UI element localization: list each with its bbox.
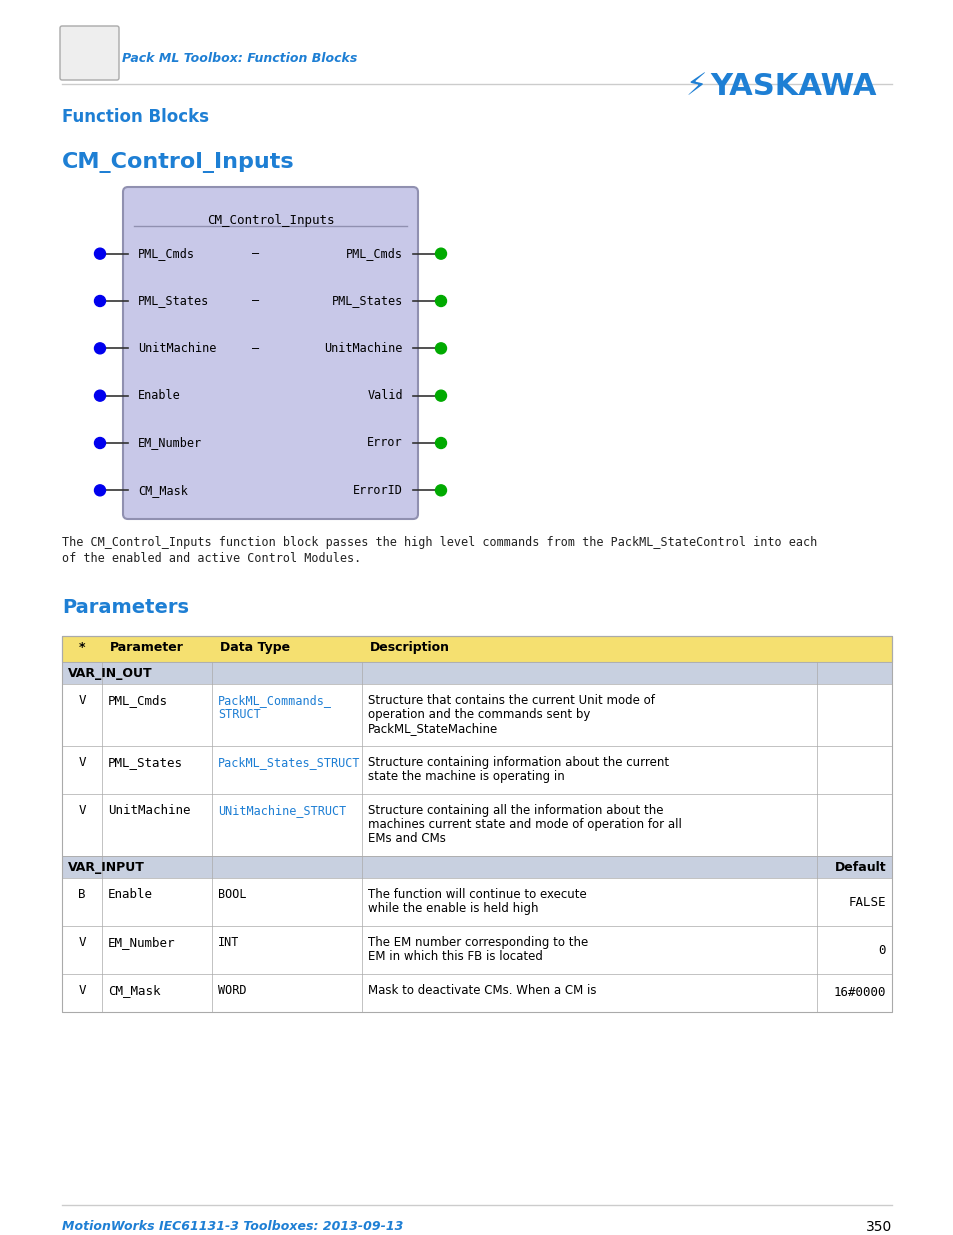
Text: V: V xyxy=(78,804,86,818)
Text: Structure containing information about the current: Structure containing information about t… xyxy=(368,756,668,769)
Text: Pack ML Toolbox: Function Blocks: Pack ML Toolbox: Function Blocks xyxy=(122,52,357,65)
Text: STRUCT: STRUCT xyxy=(218,708,260,721)
Circle shape xyxy=(435,343,446,354)
Bar xyxy=(62,746,891,794)
Text: CM_Control_Inputs: CM_Control_Inputs xyxy=(207,214,334,227)
Text: The EM number corresponding to the: The EM number corresponding to the xyxy=(368,936,588,948)
Text: of the enabled and active Control Modules.: of the enabled and active Control Module… xyxy=(62,552,361,564)
Text: WORD: WORD xyxy=(218,984,246,997)
Circle shape xyxy=(435,485,446,495)
Circle shape xyxy=(94,437,106,448)
Circle shape xyxy=(435,390,446,401)
Text: EMs and CMs: EMs and CMs xyxy=(368,832,445,845)
Text: Description: Description xyxy=(370,641,450,655)
Bar xyxy=(62,636,891,662)
Text: –: – xyxy=(253,247,259,261)
Bar xyxy=(62,662,891,684)
Circle shape xyxy=(94,343,106,354)
Text: The function will continue to execute: The function will continue to execute xyxy=(368,888,586,902)
Text: –: – xyxy=(253,294,259,308)
Text: V: V xyxy=(78,984,86,997)
Text: ⚡: ⚡ xyxy=(684,72,705,101)
Text: PML_Cmds: PML_Cmds xyxy=(346,247,402,261)
Text: MotionWorks IEC61131-3 Toolboxes: 2013-09-13: MotionWorks IEC61131-3 Toolboxes: 2013-0… xyxy=(62,1220,403,1233)
Text: VAR_INPUT: VAR_INPUT xyxy=(68,861,145,874)
Text: operation and the commands sent by: operation and the commands sent by xyxy=(368,708,590,721)
Text: UnitMachine: UnitMachine xyxy=(138,342,216,354)
Text: BOOL: BOOL xyxy=(218,888,246,902)
Text: Enable: Enable xyxy=(108,888,152,902)
Text: PML_States: PML_States xyxy=(138,294,209,308)
Text: Structure that contains the current Unit mode of: Structure that contains the current Unit… xyxy=(368,694,654,706)
Text: 16#0000: 16#0000 xyxy=(833,987,885,999)
Text: 350: 350 xyxy=(864,1220,891,1234)
Text: Enable: Enable xyxy=(138,389,180,403)
Text: ErrorID: ErrorID xyxy=(353,484,402,496)
Text: 0: 0 xyxy=(878,944,885,956)
Circle shape xyxy=(435,295,446,306)
Text: CM_Control_Inputs: CM_Control_Inputs xyxy=(62,152,294,173)
Text: Parameters: Parameters xyxy=(62,598,189,618)
Text: PackML_StateMachine: PackML_StateMachine xyxy=(368,722,497,735)
Text: PML_Cmds: PML_Cmds xyxy=(108,694,168,706)
Text: V: V xyxy=(78,694,86,706)
Circle shape xyxy=(94,390,106,401)
Text: machines current state and mode of operation for all: machines current state and mode of opera… xyxy=(368,818,681,831)
Text: Mask to deactivate CMs. When a CM is: Mask to deactivate CMs. When a CM is xyxy=(368,984,596,997)
Text: Function Blocks: Function Blocks xyxy=(62,107,209,126)
Bar xyxy=(62,974,891,1011)
Text: –: – xyxy=(253,342,259,354)
Text: V: V xyxy=(78,936,86,948)
Bar xyxy=(62,878,891,926)
Text: VAR_IN_OUT: VAR_IN_OUT xyxy=(68,667,152,680)
Circle shape xyxy=(435,248,446,259)
Text: UnitMachine: UnitMachine xyxy=(108,804,191,818)
Circle shape xyxy=(94,485,106,495)
Text: CM_Mask: CM_Mask xyxy=(138,484,188,496)
Text: FALSE: FALSE xyxy=(847,895,885,909)
Text: UNitMachine_STRUCT: UNitMachine_STRUCT xyxy=(218,804,346,818)
Text: The CM_Control_Inputs function block passes the high level commands from the Pac: The CM_Control_Inputs function block pas… xyxy=(62,536,817,550)
Circle shape xyxy=(94,295,106,306)
Bar xyxy=(62,794,891,856)
FancyBboxPatch shape xyxy=(123,186,417,519)
Circle shape xyxy=(94,248,106,259)
Text: YASKAWA: YASKAWA xyxy=(709,72,876,101)
Text: EM_Number: EM_Number xyxy=(108,936,175,948)
Text: B: B xyxy=(78,888,86,902)
Bar xyxy=(62,684,891,746)
Text: EM in which this FB is located: EM in which this FB is located xyxy=(368,950,542,963)
Circle shape xyxy=(435,437,446,448)
Text: PML_States: PML_States xyxy=(332,294,402,308)
Text: Parameter: Parameter xyxy=(110,641,184,655)
Text: CM_Mask: CM_Mask xyxy=(108,984,160,997)
Text: Structure containing all the information about the: Structure containing all the information… xyxy=(368,804,662,818)
Bar xyxy=(62,856,891,878)
Text: Default: Default xyxy=(835,861,886,874)
Text: Error: Error xyxy=(367,436,402,450)
Text: *: * xyxy=(79,641,85,655)
Text: PML_States: PML_States xyxy=(108,756,183,769)
Text: Data Type: Data Type xyxy=(220,641,290,655)
Text: V: V xyxy=(78,756,86,769)
Text: Valid: Valid xyxy=(367,389,402,403)
Bar xyxy=(62,636,891,1011)
Text: PackML_Commands_: PackML_Commands_ xyxy=(218,694,332,706)
Text: EM_Number: EM_Number xyxy=(138,436,202,450)
Text: state the machine is operating in: state the machine is operating in xyxy=(368,769,564,783)
FancyBboxPatch shape xyxy=(60,26,119,80)
Bar xyxy=(62,926,891,974)
Text: while the enable is held high: while the enable is held high xyxy=(368,902,537,915)
Text: PackML_States_STRUCT: PackML_States_STRUCT xyxy=(218,756,360,769)
Text: UnitMachine: UnitMachine xyxy=(324,342,402,354)
Text: PML_Cmds: PML_Cmds xyxy=(138,247,194,261)
Text: INT: INT xyxy=(218,936,239,948)
